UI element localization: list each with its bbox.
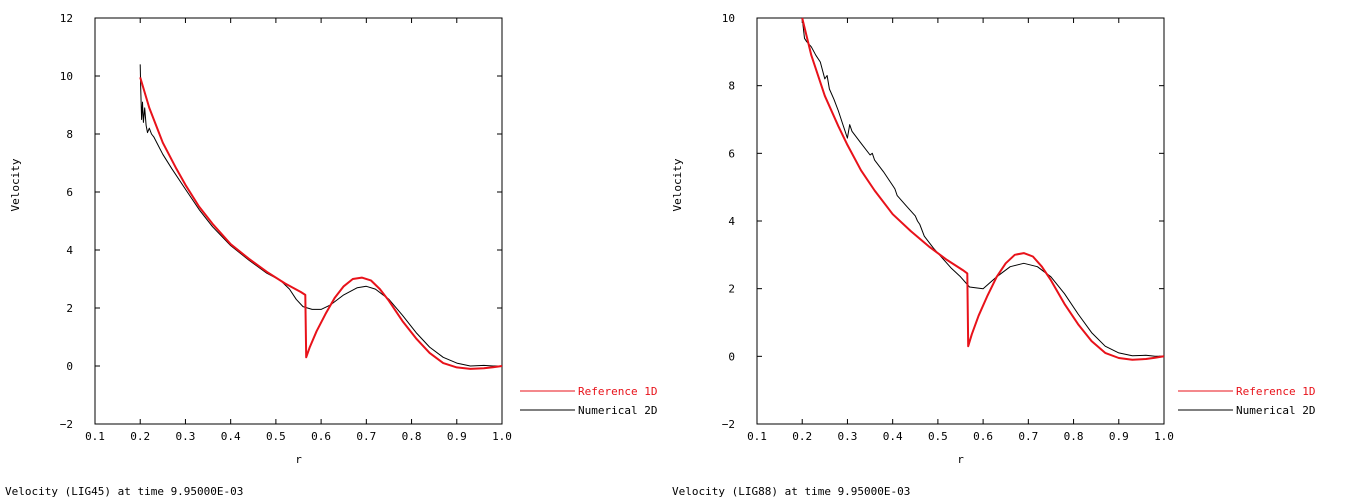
x-axis-label: r (957, 453, 964, 466)
x-tick-label: 0.6 (973, 430, 993, 443)
y-tick-label: 10 (60, 70, 73, 83)
chart-lig45: 0.1 0.2 0.3 0.4 0.5 0.6 0.7 0.8 0.9 1.0 −2 0 2 4 6 8 10 1… (5, 12, 657, 498)
plot-frame (756, 17, 1165, 425)
y-tick-label: 0 (728, 350, 735, 363)
x-axis-label: r (295, 453, 302, 466)
x-tick-label: 0.3 (838, 430, 858, 443)
series-line-reference-1d (139, 77, 503, 370)
x-tick-label: 0.7 (356, 430, 376, 443)
y-tick-label: 8 (728, 80, 735, 93)
y-tick-label: 2 (728, 283, 735, 296)
x-tick-label: 1.0 (1154, 430, 1174, 443)
y-axis-label: Velocity (9, 158, 22, 211)
legend-label: Numerical 2D (578, 404, 657, 417)
legend-label: Reference 1D (1236, 385, 1315, 398)
x-tick-label: 1.0 (492, 430, 512, 443)
series-line-numerical-2d (801, 17, 1164, 357)
legend-label: Reference 1D (578, 385, 657, 398)
x-tick-label: 0.9 (447, 430, 467, 443)
x-tick-label: 0.1 (747, 430, 767, 443)
x-tick-label: 0.6 (311, 430, 331, 443)
plot-caption: Velocity (LIG88) at time 9.95000E-03 (672, 485, 910, 498)
y-tick-label: 4 (728, 215, 735, 228)
y-tick-label: 6 (66, 186, 73, 199)
x-tick-label: 0.8 (1064, 430, 1084, 443)
y-tick-label: 10 (722, 12, 735, 25)
x-tick-label: 0.4 (221, 430, 241, 443)
y-tick-label: 4 (66, 244, 73, 257)
x-tick-label: 0.2 (130, 430, 150, 443)
x-tick-label: 0.4 (883, 430, 903, 443)
x-tick-label: 0.8 (402, 430, 422, 443)
x-tick-label: 0.5 (928, 430, 948, 443)
y-tick-label: −2 (722, 418, 735, 431)
legend-label: Numerical 2D (1236, 404, 1315, 417)
plot-frame (94, 17, 503, 425)
chart-lig88: 0.1 0.2 0.3 0.4 0.5 0.6 0.7 0.8 0.9 1.0 −2 0 2 4 6 8 10 r… (671, 12, 1315, 498)
y-tick-label: 2 (66, 302, 73, 315)
y-tick-label: 8 (66, 128, 73, 141)
plot-caption: Velocity (LIG45) at time 9.95000E-03 (5, 485, 243, 498)
x-tick-label: 0.7 (1018, 430, 1038, 443)
y-tick-label: −2 (60, 418, 73, 431)
y-axis-label: Velocity (671, 158, 684, 211)
x-tick-label: 0.1 (85, 430, 105, 443)
y-tick-label: 12 (60, 12, 73, 25)
x-tick-label: 0.5 (266, 430, 286, 443)
x-tick-label: 0.2 (792, 430, 812, 443)
x-tick-label: 0.9 (1109, 430, 1129, 443)
x-tick-label: 0.3 (176, 430, 196, 443)
series-line-reference-1d (801, 17, 1165, 361)
y-tick-label: 6 (728, 147, 735, 160)
y-tick-label: 0 (66, 360, 73, 373)
